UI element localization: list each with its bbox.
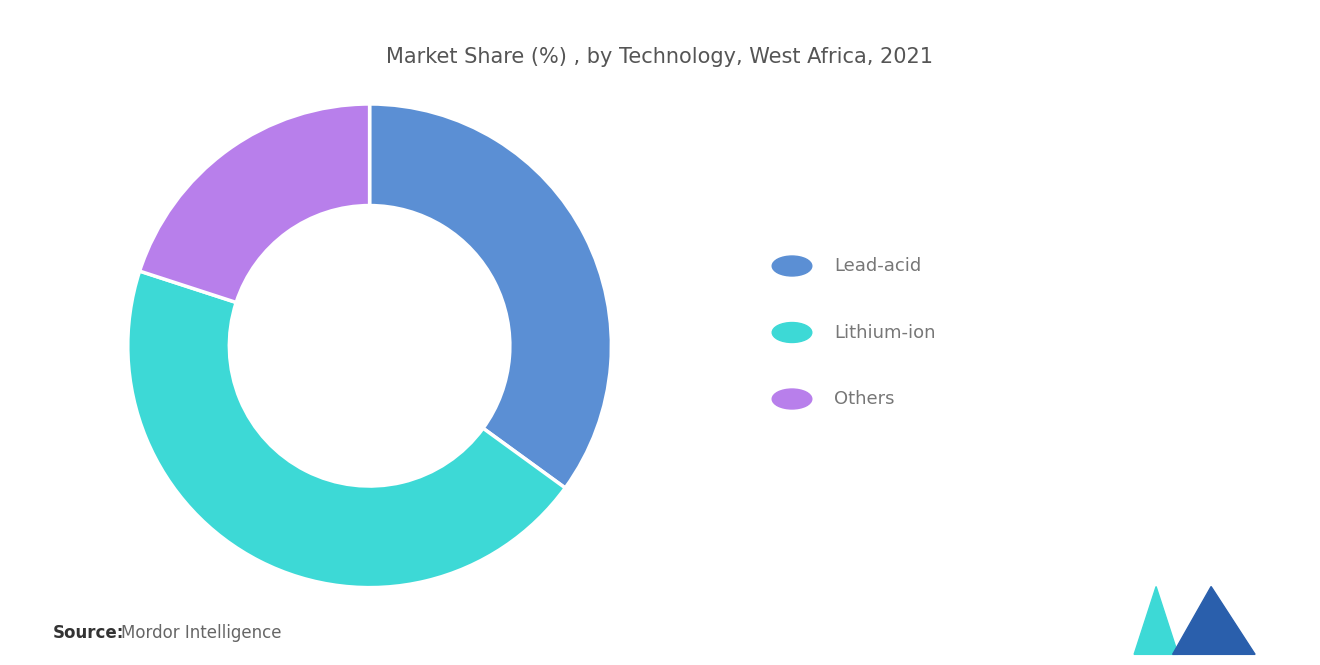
- Wedge shape: [140, 104, 370, 303]
- Wedge shape: [370, 104, 611, 488]
- Text: Lithium-ion: Lithium-ion: [834, 323, 936, 342]
- Text: Source:: Source:: [53, 624, 124, 642]
- Text: Lead-acid: Lead-acid: [834, 257, 921, 275]
- Wedge shape: [128, 271, 565, 588]
- Text: Others: Others: [834, 390, 895, 408]
- Text: Market Share (%) , by Technology, West Africa, 2021: Market Share (%) , by Technology, West A…: [387, 47, 933, 66]
- Polygon shape: [1134, 587, 1177, 654]
- Polygon shape: [1172, 587, 1255, 654]
- Text: Mordor Intelligence: Mordor Intelligence: [121, 624, 282, 642]
